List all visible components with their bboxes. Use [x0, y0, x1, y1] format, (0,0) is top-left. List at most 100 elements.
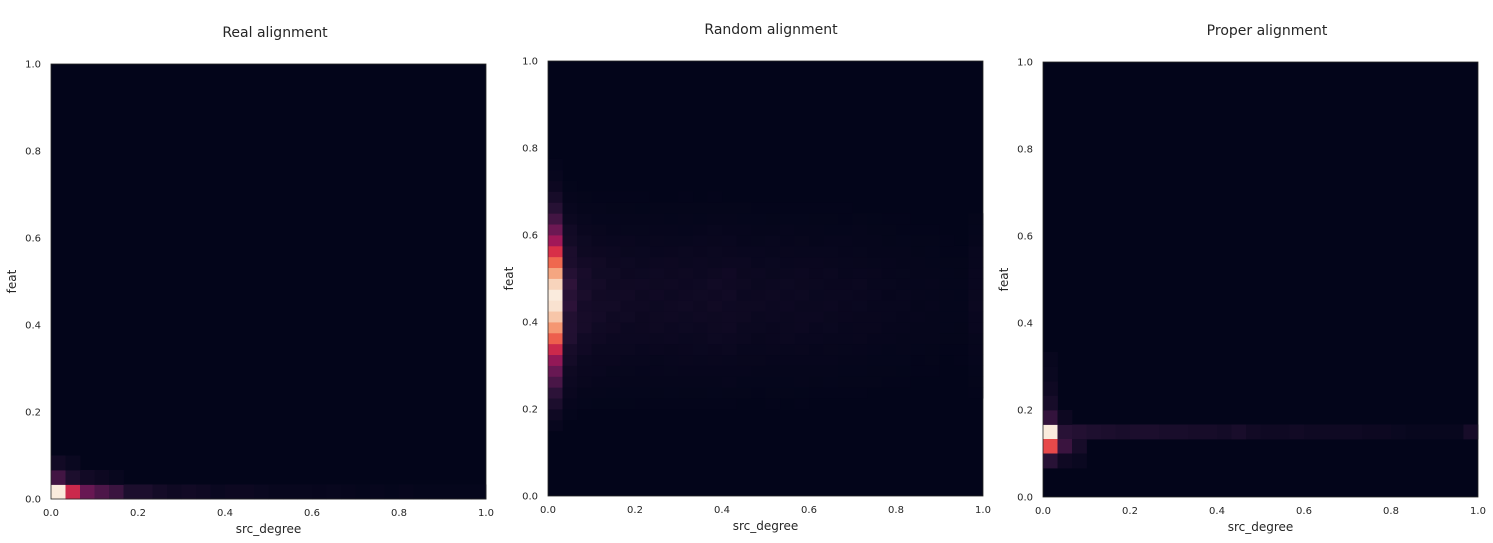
heatmap-cell — [867, 311, 882, 323]
heatmap-cell — [649, 387, 665, 399]
heatmap-cell — [722, 224, 737, 236]
heatmap-cell — [939, 278, 955, 290]
heatmap-cell — [693, 332, 708, 345]
heatmap-cell — [693, 267, 708, 279]
heatmap-cell — [678, 332, 694, 345]
heatmap-cell — [664, 202, 679, 214]
heatmap-cell — [968, 365, 984, 377]
heatmap-cell — [65, 470, 81, 485]
y-tick-label: 0.2 — [1017, 406, 1033, 417]
heatmap-cell — [939, 235, 955, 247]
heatmap-cell — [370, 484, 385, 500]
heatmap-cell — [852, 224, 868, 236]
heatmap-cell — [635, 245, 650, 258]
heatmap-cell — [649, 311, 665, 323]
heatmap-cell — [65, 484, 81, 500]
heatmap-cell — [838, 235, 853, 247]
heatmap-cell — [1304, 424, 1319, 440]
heatmap-cell — [664, 245, 679, 258]
heatmap-cell — [1043, 366, 1058, 382]
heatmap-cell — [471, 484, 487, 500]
heatmap-cell — [794, 354, 810, 366]
heatmap-cell — [562, 387, 578, 399]
heatmap-cell — [664, 365, 679, 377]
heatmap-cell — [707, 191, 723, 203]
heatmap-cell — [968, 278, 984, 290]
heatmap-cell — [548, 267, 563, 279]
heatmap-cell — [751, 213, 766, 225]
heatmap-cell — [678, 267, 694, 279]
heatmap-cell — [606, 267, 621, 279]
y-tick-label: 0.6 — [522, 231, 538, 242]
heatmap-cell — [736, 387, 752, 399]
heatmap-cell — [664, 256, 679, 269]
heatmap-cell — [867, 267, 882, 279]
heatmap-cell — [968, 376, 984, 388]
heatmap-cell — [649, 376, 665, 388]
heatmap-cell — [693, 278, 708, 290]
heatmap-cell — [852, 300, 868, 312]
heatmap-cell — [736, 322, 752, 334]
heatmap-cell — [867, 235, 882, 247]
heatmap-cell — [65, 455, 81, 471]
heatmap-cell — [838, 213, 853, 225]
heatmap-cell — [591, 376, 607, 388]
heatmap-cell — [678, 256, 694, 269]
heatmap-cell — [794, 398, 810, 410]
y-tick-label: 0.8 — [25, 147, 41, 158]
heatmap-cell — [1376, 424, 1392, 440]
heatmap-cell — [577, 278, 592, 290]
heatmap-cell — [751, 300, 766, 312]
heatmap-cell — [736, 256, 752, 269]
heatmap-cell — [954, 322, 969, 334]
heatmap-cell — [954, 278, 969, 290]
heatmap-cell — [968, 213, 984, 225]
heatmap-cell — [925, 300, 940, 312]
heatmap-cell — [635, 278, 650, 290]
heatmap-cell — [780, 278, 795, 290]
heatmap-cell — [896, 376, 911, 388]
heatmap-cell — [649, 332, 665, 345]
heatmap-cell — [867, 332, 882, 345]
heatmap-cells — [1043, 352, 1479, 469]
heatmap-cell — [649, 278, 665, 290]
heatmap-cell — [736, 343, 752, 356]
heatmap-cell — [635, 213, 650, 225]
heatmap-cell — [794, 365, 810, 377]
heatmap-cell — [780, 235, 795, 247]
heatmap-cell — [548, 387, 563, 399]
heatmap-cell — [954, 332, 969, 345]
heatmap-cell — [809, 245, 824, 258]
heatmap-cell — [1043, 424, 1058, 440]
x-axis-label: src_degree — [733, 519, 799, 533]
heatmap-cell — [196, 484, 211, 500]
heatmap-cell — [606, 224, 621, 236]
heatmap-cell — [881, 245, 897, 258]
heatmap-cell — [823, 322, 839, 334]
heatmap-cell — [794, 235, 810, 247]
x-tick-label: 0.6 — [801, 505, 817, 516]
heatmap-cell — [722, 278, 737, 290]
heatmap-cell — [1043, 352, 1058, 367]
heatmap-cell — [239, 484, 255, 500]
heatmap-cell — [693, 343, 708, 356]
heatmap-cell — [283, 484, 298, 500]
heatmap-cell — [577, 332, 592, 345]
heatmap-cell — [664, 343, 679, 356]
heatmap-cell — [968, 387, 984, 399]
heatmap-cell — [954, 289, 969, 301]
heatmap-cell — [577, 213, 592, 225]
heatmap-cell — [968, 256, 984, 269]
heatmap-cell — [562, 256, 578, 269]
heatmap-cell — [925, 256, 940, 269]
heatmap-cell — [51, 470, 66, 485]
heatmap-cell — [765, 278, 781, 290]
heatmap-cell — [1188, 424, 1203, 440]
heatmap-cell — [664, 387, 679, 399]
heatmap-cell — [823, 256, 839, 269]
heatmap-cell — [939, 311, 955, 323]
heatmap-cell — [591, 213, 607, 225]
y-tick-label: 0.4 — [1017, 319, 1033, 330]
heatmap-cell — [562, 289, 578, 301]
